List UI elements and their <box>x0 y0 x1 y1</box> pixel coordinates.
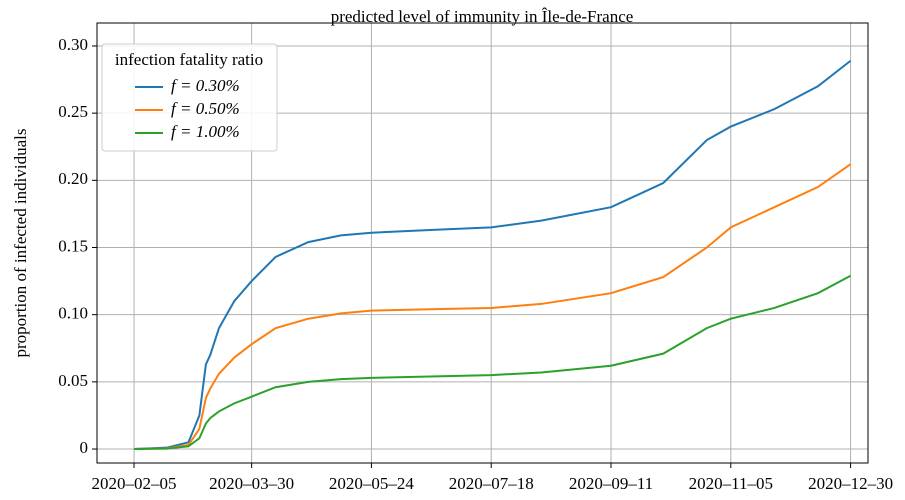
legend-label: f = 1.00% <box>171 122 240 141</box>
y-tick-label: 0 <box>80 438 89 457</box>
data-line <box>134 163 852 451</box>
x-tick-label: 2020–07–18 <box>449 474 534 493</box>
legend-label: f = 0.50% <box>171 99 240 118</box>
y-tick-label: 0.15 <box>58 236 88 255</box>
data-line <box>134 274 852 451</box>
x-tick-label: 2020–12–30 <box>808 474 893 493</box>
legend-label: f = 0.30% <box>171 76 240 95</box>
grid <box>97 23 868 463</box>
legend-box <box>101 43 278 152</box>
x-tick-label: 2020–09–11 <box>569 474 653 493</box>
y-tick-label: 0.30 <box>58 35 88 54</box>
y-tick-label: 0.05 <box>58 371 88 390</box>
legend-title: infection fatality ratio <box>115 50 263 69</box>
x-tick-label: 2020–03–30 <box>209 474 294 493</box>
y-tick-label: 0.25 <box>58 102 88 121</box>
plot-frame <box>96 22 869 464</box>
x-tick-label: 2020–05–24 <box>329 474 415 493</box>
x-tick-label: 2020–02–05 <box>92 474 177 493</box>
y-axis-label: proportion of infected individuals <box>11 129 30 358</box>
data-line <box>133 59 852 451</box>
legend: infection fatality ratio f = 0.30% f = 0.5… <box>101 43 278 152</box>
x-tick-label: 2020–11–05 <box>689 474 773 493</box>
y-tick-label: 0.10 <box>58 304 88 323</box>
chart-title: predicted level of immunity in Île-de-Fr… <box>331 7 634 26</box>
y-tick-label: 0.20 <box>58 169 88 188</box>
